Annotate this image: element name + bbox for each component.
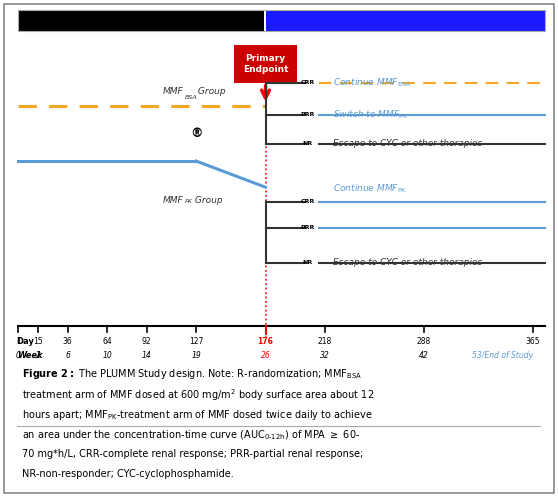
- Text: NR: NR: [303, 260, 313, 265]
- Text: 26: 26: [261, 351, 271, 360]
- Text: $\bf{Figure\ 2:}$ The PLUMM Study design. Note: R-randomization; MMF$_{\mathrm{B: $\bf{Figure\ 2:}$ The PLUMM Study design…: [22, 367, 362, 381]
- Text: Week: Week: [17, 351, 42, 360]
- Text: 288: 288: [417, 336, 431, 345]
- Circle shape: [307, 104, 309, 125]
- Bar: [18, 10, 545, 31]
- Text: 70 mg*h/L, CRR-complete renal response; PRR-partial renal response;: 70 mg*h/L, CRR-complete renal response; …: [22, 449, 363, 459]
- Text: 32: 32: [320, 351, 330, 360]
- Text: 53/End of Study: 53/End of Study: [472, 351, 533, 360]
- Text: 6: 6: [65, 351, 70, 360]
- Text: MMF: MMF: [163, 87, 184, 96]
- Text: ®: ®: [190, 127, 203, 140]
- FancyBboxPatch shape: [234, 45, 297, 83]
- Text: 2: 2: [36, 351, 40, 360]
- Circle shape: [307, 252, 309, 273]
- Text: 14: 14: [142, 351, 152, 360]
- Text: 36: 36: [62, 336, 73, 345]
- Text: 176: 176: [258, 336, 273, 345]
- Text: Continue MMF$_{\mathrm{BSA}}$: Continue MMF$_{\mathrm{BSA}}$: [333, 77, 412, 89]
- Text: PK: PK: [185, 199, 193, 204]
- Text: an area under the concentration-time curve (AUC$_{\mathrm{0\text{-}12h}}$) of MP: an area under the concentration-time cur…: [22, 428, 360, 442]
- Text: BSA: BSA: [185, 94, 198, 99]
- Text: 218: 218: [318, 336, 332, 345]
- Text: Escape to CYC or other therapies: Escape to CYC or other therapies: [333, 258, 483, 267]
- Text: PRR: PRR: [301, 225, 315, 230]
- Text: 127: 127: [189, 336, 204, 345]
- Text: 1: 1: [16, 336, 21, 345]
- Text: CRR: CRR: [301, 199, 315, 204]
- Text: Continue MMF$_{\mathrm{PK}}$: Continue MMF$_{\mathrm{PK}}$: [333, 182, 407, 195]
- Text: Group: Group: [195, 87, 225, 96]
- Text: Escape to CYC or other therapies: Escape to CYC or other therapies: [333, 139, 483, 148]
- Circle shape: [307, 73, 309, 93]
- Text: 42: 42: [419, 351, 429, 360]
- Text: 365: 365: [526, 336, 540, 345]
- Text: MMF: MMF: [163, 196, 184, 205]
- Circle shape: [307, 191, 309, 212]
- Bar: [266, 10, 545, 31]
- Text: treatment arm of MMF dosed at 600 mg/m$^2$ body surface area about 12: treatment arm of MMF dosed at 600 mg/m$^…: [22, 387, 374, 403]
- Text: Group: Group: [192, 196, 223, 205]
- Circle shape: [307, 134, 309, 154]
- Text: PART 2 (week 26-53): PART 2 (week 26-53): [349, 15, 462, 25]
- Text: 0: 0: [16, 351, 21, 360]
- Text: 64: 64: [102, 336, 112, 345]
- Text: 15: 15: [33, 336, 43, 345]
- Text: NR-non-responder; CYC-cyclophosphamide.: NR-non-responder; CYC-cyclophosphamide.: [22, 469, 234, 479]
- Text: Day: Day: [17, 336, 35, 345]
- Text: PRR: PRR: [301, 112, 315, 117]
- Text: CRR: CRR: [301, 81, 315, 85]
- Text: NR: NR: [303, 141, 313, 146]
- Text: 10: 10: [102, 351, 112, 360]
- Bar: [18, 10, 264, 31]
- Circle shape: [307, 218, 309, 238]
- Text: 92: 92: [142, 336, 152, 345]
- Text: PART 1 (week 0-26): PART 1 (week 0-26): [88, 15, 194, 25]
- Text: Primary
Endpoint: Primary Endpoint: [243, 54, 288, 74]
- Text: 19: 19: [191, 351, 201, 360]
- Circle shape: [195, 119, 197, 148]
- Text: Switch to MMF$_{\mathrm{PK}}$: Switch to MMF$_{\mathrm{PK}}$: [333, 108, 409, 121]
- Text: hours apart; MMF$_{\mathrm{PK}}$-treatment arm of MMF dosed twice daily to achie: hours apart; MMF$_{\mathrm{PK}}$-treatme…: [22, 408, 373, 422]
